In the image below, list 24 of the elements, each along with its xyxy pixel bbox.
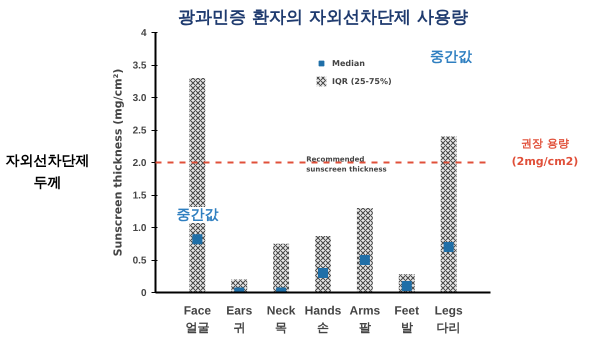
y-tick-label: 0 (140, 288, 147, 299)
x-tick-label: Face 얼굴 (184, 304, 212, 334)
y-tick-label: 4 (140, 28, 147, 39)
text: 권장 용량 (2mg/cm2) (512, 136, 578, 170)
y-axis-title: Sunscreen thickness (mg/cm²) (112, 68, 125, 256)
x-tick-label: Ears 귀 (226, 304, 253, 334)
y-tick-label: 2.0 (132, 158, 147, 169)
annotation: 중간값 (176, 206, 220, 223)
chart-title: 광과민증 환자의 자외선차단제 사용량 (178, 8, 468, 28)
annotation: 중간값 (430, 49, 473, 66)
y-tick-label: 0.5 (132, 256, 147, 266)
y-tick-label: 3.5 (132, 60, 147, 72)
x-tick-label: Arms 팔 (350, 304, 381, 334)
x-tick-label: Hands 손 (304, 304, 342, 334)
y-tick-label: 1.5 (132, 190, 147, 202)
y-tick-label: 1.0 (132, 223, 147, 234)
x-tick-label: Neck 목 (266, 304, 296, 334)
text: 자외선차단제 두께 (6, 152, 90, 194)
y-tick-label: 3.0 (132, 93, 147, 104)
legend-label: Median (332, 58, 365, 68)
legend-label: IQR (25-75%) (332, 76, 392, 86)
x-tick-label: Feet 발 (394, 304, 420, 334)
x-tick-label: Legs 다리 (434, 304, 463, 334)
y-tick-label: 2.5 (132, 126, 147, 136)
